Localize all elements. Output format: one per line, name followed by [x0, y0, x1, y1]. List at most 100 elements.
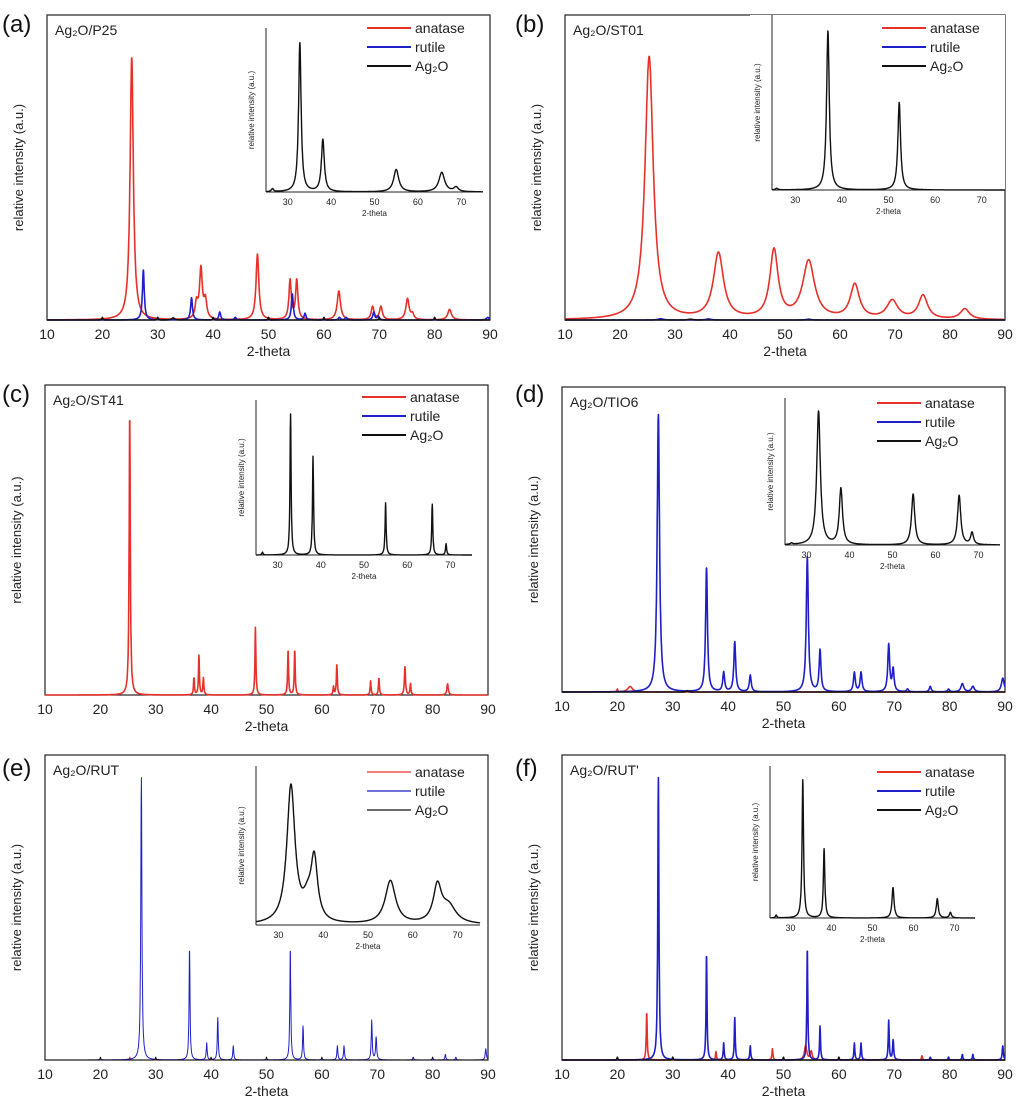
- legend-label: anatase: [410, 389, 460, 405]
- x-tick-label: 90: [482, 326, 498, 342]
- x-tick-label: 10: [557, 326, 573, 342]
- x-axis-label: 2-theta: [762, 1083, 806, 1099]
- x-tick-label: 50: [261, 326, 277, 342]
- panel-label: (f): [515, 755, 538, 782]
- legend: anatase rutile Ag₂O: [362, 389, 460, 443]
- x-tick-label: 30: [148, 701, 164, 717]
- x-axis-label: 2-theta: [245, 1083, 289, 1099]
- x-tick-label: 60: [831, 698, 847, 714]
- x-tick-label: 60: [908, 923, 918, 933]
- x-axis-label: 2-theta: [876, 207, 901, 216]
- panel-a: (a) 10 20 30 40 50 60 70 80 90 2-theta relative int…: [2, 11, 498, 359]
- x-tick-label: 10: [37, 1066, 53, 1082]
- series-line-ag2o: [265, 41, 484, 193]
- legend-label: Ag₂O: [930, 58, 964, 74]
- x-tick-label: 60: [831, 1066, 847, 1082]
- series-line-ag2o: [255, 413, 473, 556]
- x-tick-label: 30: [273, 560, 283, 570]
- inset-chart: 30 40 50 60 70 2-theta relative intensity (a.u…: [234, 766, 481, 951]
- x-tick-label: 50: [776, 1066, 792, 1082]
- x-tick-label: 60: [314, 1066, 330, 1082]
- x-tick-label: 70: [886, 1066, 902, 1082]
- legend-label: rutile: [925, 783, 956, 799]
- x-axis-label: 2-theta: [356, 942, 381, 951]
- x-tick-label: 20: [93, 1066, 109, 1082]
- legend-label: Ag₂O: [925, 433, 959, 449]
- series-line-ag2o: [771, 30, 1006, 191]
- x-tick-label: 80: [942, 1066, 958, 1082]
- x-tick-label: 30: [667, 326, 683, 342]
- x-tick-label: 60: [832, 326, 848, 342]
- x-axis-label: 2-theta: [362, 209, 387, 218]
- y-axis-label: relative intensity (a.u.): [529, 104, 544, 231]
- legend-label: Ag₂O: [925, 802, 959, 818]
- legend-label: rutile: [415, 39, 446, 55]
- x-tick-label: 30: [283, 197, 293, 207]
- panel-label: (d): [515, 381, 544, 408]
- x-axis-label: 2-theta: [247, 343, 291, 359]
- series-line-ag2o: [44, 1056, 489, 1061]
- x-tick-label: 40: [203, 701, 219, 717]
- x-tick-label: 50: [259, 1066, 275, 1082]
- x-tick-label: 50: [776, 698, 792, 714]
- x-tick-label: 60: [930, 195, 940, 205]
- x-tick-label: 50: [259, 701, 275, 717]
- x-tick-label: 40: [326, 197, 336, 207]
- legend-label: anatase: [415, 764, 465, 780]
- x-tick-label: 70: [445, 560, 455, 570]
- series-line-ag2o: [564, 318, 1006, 321]
- x-tick-label: 70: [456, 197, 466, 207]
- inset-chart: 30 40 50 60 70 2-theta relative intensity (a.u…: [750, 15, 1006, 216]
- inset-chart: 30 40 50 60 70 2-theta relative intensity (a.u…: [748, 766, 976, 944]
- x-tick-label: 40: [318, 930, 328, 940]
- x-tick-label: 90: [997, 698, 1013, 714]
- x-tick-label: 50: [363, 930, 373, 940]
- y-axis-label: relative intensity (a.u.): [237, 438, 246, 517]
- x-tick-label: 90: [480, 701, 496, 717]
- x-tick-label: 40: [826, 923, 836, 933]
- series-line-ag2o: [255, 783, 481, 924]
- legend-label: anatase: [925, 764, 975, 780]
- series-line-anatase: [561, 1013, 1006, 1061]
- legend-label: anatase: [930, 20, 980, 36]
- panel-d: (d) 10 20 30 40 50 60 70 80 90 2-theta relative int…: [515, 381, 1013, 731]
- y-axis-label: relative intensity (a.u.): [247, 71, 256, 150]
- x-tick-label: 50: [867, 923, 877, 933]
- x-tick-label: 70: [973, 550, 983, 560]
- x-tick-label: 30: [665, 1066, 681, 1082]
- x-tick-label: 70: [887, 326, 903, 342]
- x-tick-label: 20: [93, 701, 109, 717]
- sample-title: Ag₂O/TIO6: [570, 394, 639, 410]
- y-axis-label: relative intensity (a.u.): [753, 63, 762, 142]
- legend-label: anatase: [415, 20, 465, 36]
- x-tick-label: 30: [665, 698, 681, 714]
- x-tick-label: 60: [316, 326, 332, 342]
- x-axis-label: 2-theta: [352, 572, 377, 581]
- legend-label: rutile: [410, 408, 441, 424]
- panel-f: (f) 10 20 30 40 50 60 70 80 90 2-theta relative int…: [515, 754, 1013, 1099]
- series-line-ag2o: [561, 689, 1006, 693]
- series-line-ag2o: [769, 779, 976, 919]
- x-tick-label: 70: [949, 923, 959, 933]
- inset-chart: 30 40 50 60 70 2-theta relative intensity (a.u…: [234, 400, 473, 581]
- legend-label: Ag₂O: [415, 802, 449, 818]
- sample-title: Ag₂O/P25: [55, 22, 117, 38]
- legend-label: rutile: [415, 783, 446, 799]
- x-axis-label: 2-theta: [762, 715, 806, 731]
- x-tick-label: 80: [425, 701, 441, 717]
- y-axis-label: relative intensity (a.u.): [9, 844, 24, 971]
- x-tick-label: 40: [205, 326, 221, 342]
- x-tick-label: 40: [203, 1066, 219, 1082]
- x-tick-label: 60: [930, 550, 940, 560]
- series-line-anatase: [44, 420, 489, 696]
- panel-label: (a): [2, 11, 31, 38]
- x-tick-label: 20: [610, 698, 626, 714]
- inset-chart: 30 40 50 60 70 2-theta relative intensity (a.u…: [244, 28, 484, 218]
- y-axis-label: relative intensity (a.u.): [237, 806, 246, 885]
- y-axis-label: relative intensity (a.u.): [751, 803, 760, 882]
- sample-title: Ag₂O/RUT: [53, 762, 120, 778]
- legend: anatase rutile Ag₂O: [367, 20, 465, 74]
- x-tick-label: 10: [554, 698, 570, 714]
- sample-title: Ag₂O/RUT': [570, 762, 639, 778]
- x-axis-label: 2-theta: [245, 718, 289, 734]
